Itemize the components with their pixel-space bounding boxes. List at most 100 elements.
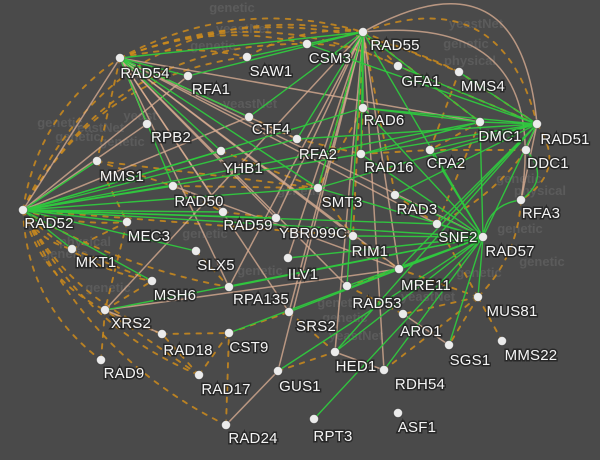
node-RFA3[interactable] — [516, 195, 526, 205]
node-MUS81[interactable] — [473, 292, 483, 302]
genetic-edge-DMC1-SNF2 — [436, 121, 481, 225]
node-CST9[interactable] — [224, 328, 234, 338]
node-RAD24[interactable] — [221, 420, 231, 430]
node-MMS4[interactable] — [454, 67, 464, 77]
node-label-RFA3: RFA3 — [522, 205, 560, 222]
node-RAD53[interactable] — [342, 281, 352, 291]
node-ILV1[interactable] — [283, 253, 293, 263]
node-ASF1[interactable] — [393, 408, 403, 418]
node-RAD54[interactable] — [115, 53, 125, 63]
coexpression-edge-RAD57-RFA3 — [482, 199, 522, 238]
node-CPA2[interactable] — [425, 145, 435, 155]
node-SLX5[interactable] — [191, 246, 201, 256]
genetic-edge-RAD50-RAD59 — [172, 185, 224, 213]
node-MKT1[interactable] — [67, 244, 77, 254]
node-RAD17[interactable] — [194, 370, 204, 380]
node-MEC3[interactable] — [122, 217, 132, 227]
watermark-genetic: genetic — [237, 263, 283, 278]
coexpression-edge-RAD57-CST9 — [228, 236, 484, 334]
watermark-yeastNet: yeastNet — [70, 120, 125, 135]
coexpression-edge-RAD57-SMT3 — [317, 187, 484, 238]
node-label-DMC1: DMC1 — [478, 128, 521, 145]
coexpression-edge-RAD55-SMT3 — [317, 31, 364, 189]
node-label-ILV1: ILV1 — [288, 266, 319, 283]
node-ARO1[interactable] — [398, 309, 408, 319]
node-SMT3[interactable] — [313, 183, 323, 193]
node-RAD18[interactable] — [157, 329, 167, 339]
node-SGS1[interactable] — [444, 340, 454, 350]
node-label-SGS1: SGS1 — [450, 352, 491, 369]
node-CSM3[interactable] — [302, 39, 312, 49]
node-RFA1[interactable] — [183, 71, 193, 81]
node-RAD3[interactable] — [390, 190, 400, 200]
node-SNF2[interactable] — [432, 219, 442, 229]
physical-edge-RDH54-HED1 — [334, 351, 385, 371]
node-RDH54[interactable] — [379, 365, 389, 375]
genetic-edge-MMS1-SMT3 — [96, 160, 319, 189]
genetic-edge-RAD54-SAW1 — [119, 49, 248, 59]
node-MMS1[interactable] — [92, 156, 102, 166]
genetic-edge-RAD54-RAD55 — [119, 17, 364, 59]
node-SRS2[interactable] — [284, 307, 294, 317]
node-RAD55[interactable] — [358, 27, 368, 37]
node-GUS1[interactable] — [273, 366, 283, 376]
node-RAD50[interactable] — [168, 181, 178, 191]
node-label-DDC1: DDC1 — [527, 155, 569, 172]
node-YBR099C[interactable] — [271, 213, 281, 223]
coexpression-edge-DMC1-RAD16 — [360, 121, 481, 155]
genetic-edge-MUS81-MRE11 — [398, 268, 479, 298]
physical-edge-RAD55-YBR099C — [275, 31, 364, 219]
node-RAD9[interactable] — [96, 355, 106, 365]
node-SAW1[interactable] — [242, 52, 252, 62]
node-YHB1[interactable] — [216, 146, 226, 156]
node-RPA135[interactable] — [224, 282, 234, 292]
physical-edge-RAD55-ILV1 — [287, 31, 364, 259]
coexpression-edge-RAD57-RAD3 — [394, 194, 484, 238]
node-MSH6[interactable] — [147, 276, 157, 286]
node-XRS2[interactable] — [100, 305, 110, 315]
node-label-RAD54: RAD54 — [120, 65, 169, 82]
genetic-edge-RAD59-YBR099C — [222, 211, 277, 219]
coexpression-edge-RAD57-MUS81 — [477, 236, 484, 298]
node-RAD51[interactable] — [532, 119, 542, 129]
physical-edge-RAD54-RAD52 — [22, 57, 121, 211]
genetic-edge-RAD51-RFA3 — [520, 123, 551, 201]
node-RAD6[interactable] — [358, 103, 368, 113]
physical-edge-RAD52-CTF4 — [22, 116, 250, 211]
node-RAD52[interactable] — [18, 205, 28, 215]
coexpression-edge-RAD57-RAD16 — [360, 153, 484, 238]
node-CTF4[interactable] — [244, 112, 254, 122]
coexpression-edge-RAD57-RAD55 — [362, 31, 484, 238]
node-MMS22[interactable] — [497, 336, 507, 346]
node-label-MMS4: MMS4 — [461, 78, 505, 95]
node-RIM1[interactable] — [348, 231, 358, 241]
node-RAD57[interactable] — [478, 232, 488, 242]
node-label-ASF1: ASF1 — [398, 419, 436, 436]
node-DDC1[interactable] — [521, 145, 531, 155]
physical-edge-RAD54-SNF2 — [119, 57, 438, 225]
node-HED1[interactable] — [330, 347, 340, 357]
genetic-edge-RAD52-RAD54 — [22, 57, 121, 211]
node-RAD16[interactable] — [356, 149, 366, 159]
node-RFA2[interactable] — [292, 134, 302, 144]
node-RPB2[interactable] — [142, 119, 152, 129]
node-label-GUS1: GUS1 — [279, 378, 321, 395]
node-label-MMS22: MMS22 — [505, 347, 558, 364]
coexpression-edge-RAD52-RAD16 — [22, 153, 362, 211]
node-DMC1[interactable] — [475, 117, 485, 127]
node-RAD59[interactable] — [218, 207, 228, 217]
node-RPT3[interactable] — [309, 414, 319, 424]
genetic-edge-SRS2-HED1 — [288, 311, 336, 353]
physical-edge-RAD54-RPA135 — [119, 57, 230, 288]
genetic-edge-RAD55-RAD3 — [362, 31, 396, 196]
node-MRE11[interactable] — [394, 264, 404, 274]
watermark-physical: physical — [444, 53, 496, 68]
coexpression-edge-RAD52-MMS1 — [22, 160, 98, 211]
node-label-RPB2: RPB2 — [151, 129, 191, 146]
coexpression-edge-RAD52-YBR099C — [22, 209, 277, 219]
physical-edge-RAD18-XRS2 — [104, 309, 163, 335]
node-label-RAD55: RAD55 — [370, 37, 419, 54]
physical-edges-layer — [22, 2, 538, 426]
node-GFA1[interactable] — [393, 61, 403, 71]
